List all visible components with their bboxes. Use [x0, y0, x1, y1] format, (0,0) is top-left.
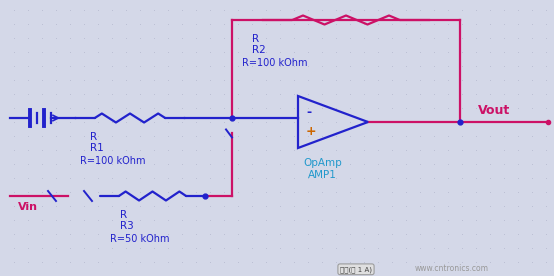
Text: R: R: [252, 34, 259, 44]
Text: R=50 kOhm: R=50 kOhm: [110, 234, 170, 244]
Text: R: R: [120, 210, 127, 220]
Text: +: +: [306, 125, 317, 138]
Text: Vin: Vin: [18, 202, 38, 212]
Text: AMP1: AMP1: [308, 170, 337, 180]
Text: Vout: Vout: [478, 104, 510, 117]
Text: R2: R2: [252, 45, 266, 55]
Text: OpAmp: OpAmp: [303, 158, 342, 168]
Text: R: R: [90, 132, 97, 142]
Text: 截图(共 1 A): 截图(共 1 A): [340, 266, 372, 273]
Text: R3: R3: [120, 221, 134, 231]
Text: www.cntronics.com: www.cntronics.com: [415, 264, 489, 273]
Text: R=100 kOhm: R=100 kOhm: [242, 58, 307, 68]
Text: R1: R1: [90, 143, 104, 153]
Text: R=100 kOhm: R=100 kOhm: [80, 156, 146, 166]
Text: -: -: [306, 106, 311, 119]
